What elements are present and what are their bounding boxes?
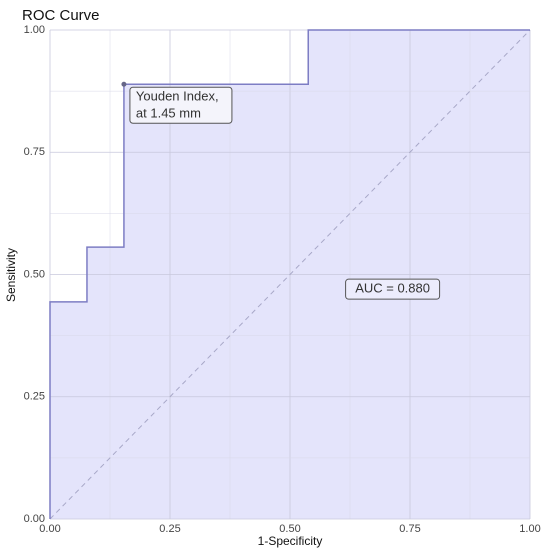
point <box>121 81 127 87</box>
annotation: AUC = 0.880 <box>355 281 430 296</box>
point-label-text: Youden Index, <box>136 89 219 104</box>
x-tick-label: 0.00 <box>39 523 60 535</box>
y-tick-label: 0.00 <box>24 513 45 525</box>
x-tick-label: 0.50 <box>279 523 300 535</box>
y-tick-label: 0.50 <box>24 268 45 280</box>
y-axis-label: Sensitivity <box>4 248 18 302</box>
y-tick-label: 0.25 <box>24 391 45 403</box>
point-label: Youden Index, at 1.45 mm <box>129 86 233 124</box>
point-label-text: at 1.45 mm <box>136 106 201 121</box>
roc-line <box>49 29 530 519</box>
annotation-box <box>345 278 441 300</box>
chart-title: ROC Curve <box>22 7 100 24</box>
x-tick-label: 1.00 <box>519 523 540 535</box>
x-tick-label: 0.75 <box>399 523 420 535</box>
y-tick-label: 0.75 <box>24 146 45 158</box>
x-tick-label: 0.25 <box>159 523 180 535</box>
label-box <box>129 86 233 124</box>
reference-line <box>49 29 531 520</box>
y-tick-label: 1.00 <box>24 24 45 36</box>
x-axis-label: 1-Specificity <box>258 534 323 548</box>
